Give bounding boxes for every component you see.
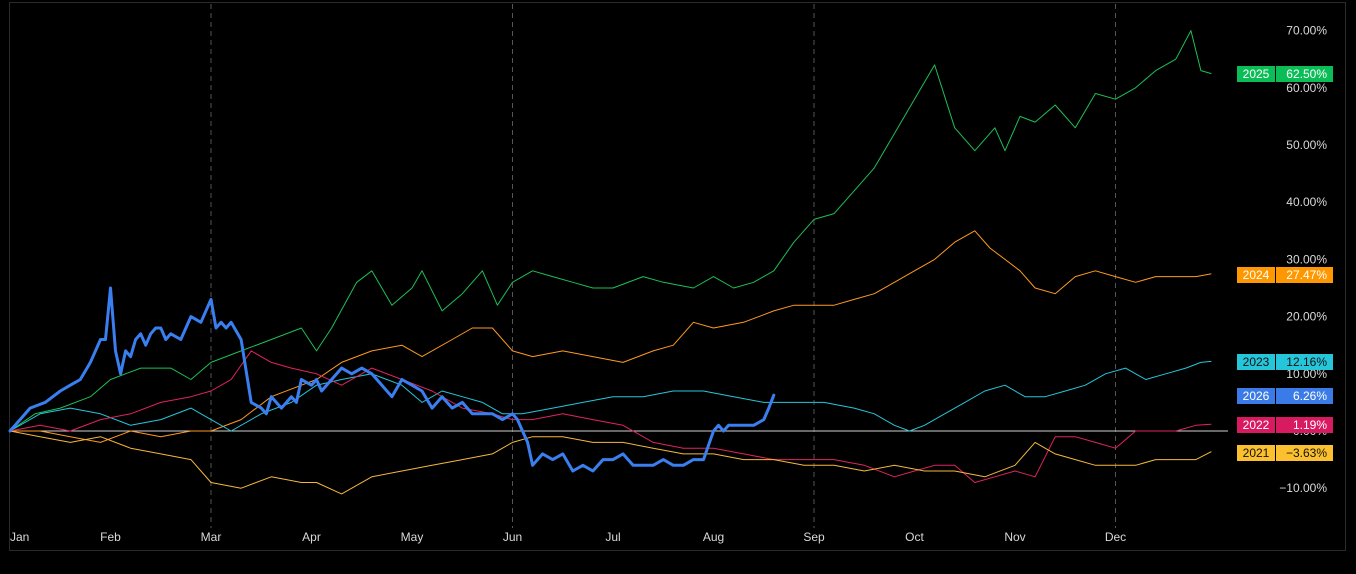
series-label-value-box [1276, 417, 1333, 433]
grid-lines [10, 4, 1228, 528]
series-label-value: −3.63% [1286, 446, 1327, 460]
series-label-year: 2022 [1243, 418, 1270, 432]
series-label-2024: 2024 27.47% [1237, 267, 1333, 283]
series-value-labels: 2025 62.50%2024 27.47%2023 12.16%2022 1.19%2… [1237, 66, 1333, 461]
series-label-year-box [1237, 267, 1275, 283]
series-line-2026 [8, 286, 776, 473]
series-label-value: 6.26% [1293, 389, 1327, 403]
y-tick-label: 70.00% [1286, 24, 1327, 38]
series-label-value-box [1276, 445, 1333, 461]
x-tick-label: Aug [703, 530, 724, 544]
series-line-2023 [9, 360, 1212, 432]
series-label-year: 2024 [1243, 268, 1270, 282]
series-label-2021: 2021 −3.63% [1237, 445, 1333, 461]
x-tick-label: Feb [100, 530, 121, 544]
x-tick-label: Nov [1004, 530, 1025, 544]
x-tick-label: Jan [10, 530, 29, 544]
series-label-value: 62.50% [1286, 67, 1327, 81]
series-label-value-box [1276, 66, 1333, 82]
series-label-2023: 2023 12.16% [1237, 354, 1333, 370]
y-tick-label: 30.00% [1286, 252, 1327, 266]
series-lines [8, 30, 1212, 495]
series-label-value-box [1276, 354, 1333, 370]
series-line-2024 [9, 230, 1212, 443]
x-tick-label: Apr [302, 530, 321, 544]
series-label-2025: 2025 62.50% [1237, 66, 1333, 82]
y-tick-label: 60.00% [1286, 81, 1327, 95]
x-tick-label: Jun [503, 530, 522, 544]
y-tick-label: 10.00% [1286, 367, 1327, 381]
axes: Jan Feb Mar Apr May Jun Jul Aug Sep Oct Nov Dec 70.0… [10, 24, 1327, 544]
series-label-year-box [1237, 445, 1275, 461]
x-tick-label: Sep [803, 530, 825, 544]
series-label-year-box [1237, 388, 1275, 404]
series-label-year: 2026 [1243, 389, 1270, 403]
plot-border [9, 2, 1346, 551]
y-tick-label: 20.00% [1286, 310, 1327, 324]
series-label-2022: 2022 1.19% [1237, 417, 1333, 433]
x-tick-label: Mar [201, 530, 222, 544]
x-tick-label: Oct [905, 530, 924, 544]
series-label-year: 2025 [1243, 67, 1270, 81]
y-tick-label: 40.00% [1286, 195, 1327, 209]
y-tick-label: −10.00% [1279, 481, 1327, 495]
series-line-2022 [9, 350, 1212, 483]
series-line-2025 [9, 30, 1212, 432]
series-label-value-box [1276, 388, 1333, 404]
series-label-year-box [1237, 417, 1275, 433]
series-label-year: 2021 [1243, 446, 1270, 460]
series-label-year-box [1237, 66, 1275, 82]
series-label-year: 2023 [1243, 355, 1270, 369]
x-tick-label: May [401, 530, 424, 544]
x-tick-label: Jul [605, 530, 620, 544]
series-label-value: 12.16% [1286, 355, 1327, 369]
series-label-value: 1.19% [1293, 418, 1327, 432]
x-tick-label: Dec [1105, 530, 1126, 544]
series-label-2026: 2026 6.26% [1237, 388, 1333, 404]
series-label-value: 27.47% [1286, 268, 1327, 282]
y-tick-label: 50.00% [1286, 138, 1327, 152]
series-label-year-box [1237, 354, 1275, 370]
series-label-value-box [1276, 267, 1333, 283]
series-line-2021 [9, 430, 1212, 495]
